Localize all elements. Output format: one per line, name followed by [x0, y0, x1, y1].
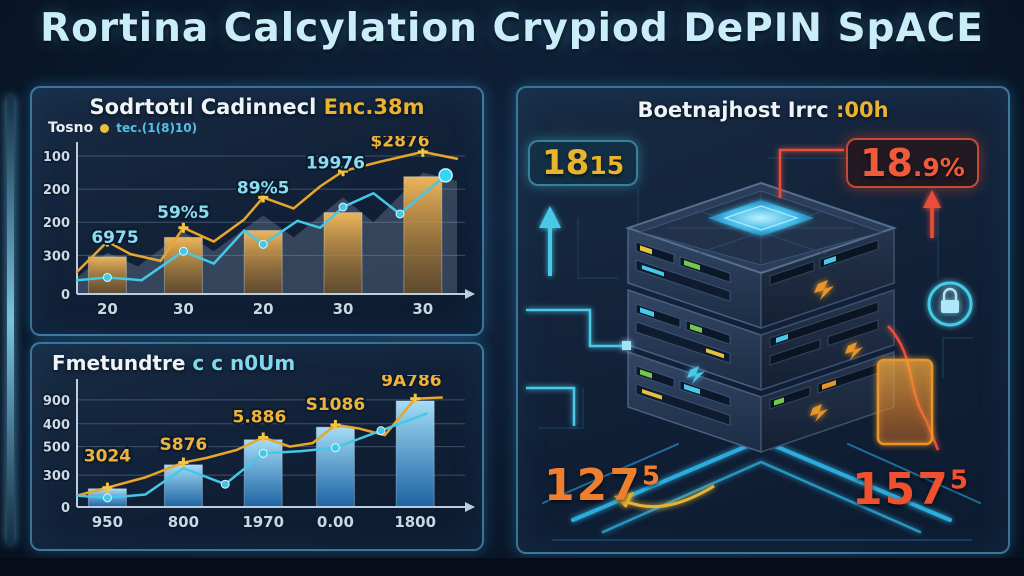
chart2-canvas: 900 400 500 300 0 950 800 1970 0.00 1800 3024 S876 5…: [41, 375, 475, 533]
chart1-canvas: 100 200 200 300 0 20 30 20 30 30 6975 59%5 89%5 19976…: [41, 136, 475, 320]
svg-text:100: 100: [43, 150, 70, 165]
energy-panel: [876, 358, 934, 446]
padlock-icon: [927, 281, 973, 327]
chart2-title-main: Fmetundtre: [52, 351, 193, 375]
right-panel-title-accent: :00h: [835, 98, 889, 122]
svg-text:9A786: 9A786: [381, 375, 441, 391]
svg-text:0: 0: [61, 288, 70, 303]
svg-text:59%5: 59%5: [157, 203, 210, 223]
svg-text:0.00: 0.00: [317, 513, 354, 531]
svg-text:200: 200: [43, 183, 70, 198]
server-lid: [624, 181, 898, 275]
svg-text:20: 20: [97, 300, 118, 318]
svg-text:20: 20: [253, 300, 274, 318]
metric-badge-right-suffix: .9%: [912, 153, 965, 182]
svg-text:400: 400: [43, 418, 70, 433]
yellow-arrow-icon: [614, 484, 715, 509]
right-panel-title-main: Boetnajhost Irrc: [637, 98, 836, 122]
chart2-title: Fmetundtre c c n0Um: [32, 351, 482, 375]
bottom-vignette: [0, 558, 1024, 576]
svg-text:300: 300: [43, 249, 70, 264]
svg-text:6975: 6975: [91, 228, 138, 248]
bottom-left-value-main: 127: [544, 460, 642, 511]
svg-text:30: 30: [173, 300, 194, 318]
svg-text:19976: 19976: [306, 153, 365, 173]
svg-text:5.886: 5.886: [233, 408, 287, 428]
chart-panel-subtotal: Sodrtotıl Cadinnecl Enc.38m Tosno tec.(1…: [30, 86, 484, 336]
server-unit-2: [627, 288, 895, 392]
svg-text:0: 0: [61, 501, 70, 516]
metric-badge-left: 1815: [528, 140, 639, 186]
bottom-right-value-main: 157: [852, 464, 950, 515]
svg-text:1800: 1800: [394, 513, 436, 531]
chart1-title-accent: Enc.38m: [323, 95, 425, 119]
chart2-title-accent: c c n0Um: [192, 351, 296, 375]
server-stack-illustration: [526, 148, 981, 541]
bottom-left-value-sup: 5: [641, 461, 662, 492]
energy-bolt-icons: [687, 280, 863, 422]
server-illustration-panel: Boetnajhost Irrc :00h: [516, 86, 1010, 554]
left-glow-strip: [7, 96, 14, 544]
svg-text:300: 300: [43, 469, 70, 484]
metric-badge-left-suffix: 15: [589, 151, 625, 180]
cyan-circuit: [526, 308, 631, 426]
metric-badge-right: 18.9%: [846, 138, 979, 188]
bottom-right-value-sup: 5: [949, 465, 970, 496]
legend-dot-icon: [100, 123, 110, 133]
svg-text:$2876: $2876: [370, 136, 429, 151]
svg-text:1970: 1970: [242, 513, 284, 531]
chart1-legend-label: Tosno: [48, 120, 94, 136]
svg-text:200: 200: [43, 216, 70, 231]
circuit-lines: [538, 157, 973, 429]
svg-text:30: 30: [333, 300, 354, 318]
up-arrow-icon: [539, 206, 561, 276]
right-panel-title: Boetnajhost Irrc :00h: [518, 98, 1008, 122]
page-title: Rortina Calcylation Crypiod DePIN SpACE: [40, 6, 984, 51]
metric-badge-left-value: 18: [542, 143, 590, 183]
svg-text:S876: S876: [160, 435, 208, 455]
chart1-title: Sodrtotıl Cadinnecl Enc.38m: [32, 95, 482, 119]
svg-text:500: 500: [43, 441, 70, 456]
server-unit-3: [627, 350, 895, 454]
bottom-left-value: 1275: [544, 460, 662, 511]
svg-text:800: 800: [168, 513, 199, 531]
server-stack: [624, 181, 898, 454]
metric-badge-right-value: 18: [860, 141, 913, 185]
chart1-title-main: Sodrtotıl Cadinnecl: [89, 95, 324, 119]
chart1-legend: Tosno tec.(1(8)10): [32, 120, 482, 136]
svg-text:S1086: S1086: [306, 395, 366, 415]
bottom-right-value: 1575: [852, 464, 970, 515]
chart-panel-secondary: Fmetundtre c c n0Um 900 400 500 300 0 950 800 1…: [30, 342, 484, 551]
chip-icon: [708, 200, 814, 236]
svg-text:900: 900: [43, 394, 70, 409]
svg-text:950: 950: [92, 513, 123, 531]
svg-text:89%5: 89%5: [237, 178, 290, 198]
server-unit-1: [627, 226, 895, 330]
svg-text:30: 30: [412, 300, 433, 318]
chart1-legend-value: tec.(1(8)10): [116, 121, 198, 135]
svg-text:3024: 3024: [84, 446, 131, 466]
red-up-arrow-icon: [923, 190, 941, 238]
